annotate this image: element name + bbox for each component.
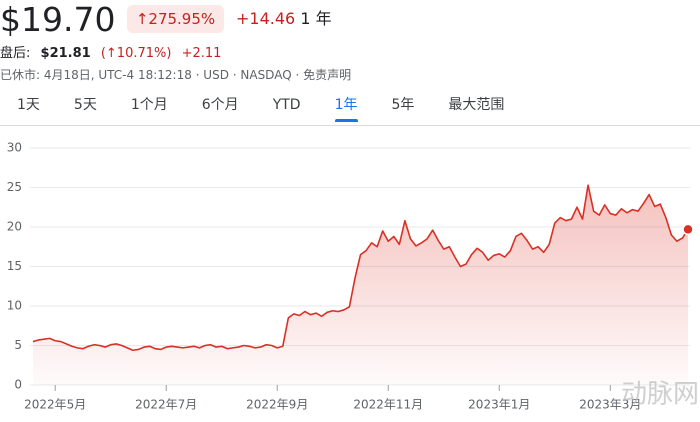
after-hours-price: $21.81 [40, 46, 91, 61]
y-tick-label: 20 [7, 220, 22, 234]
range-tab[interactable]: 1个月 [130, 97, 168, 113]
after-hours: 盘后: $21.81 (↑10.71%) +2.11 [0, 44, 227, 64]
area [33, 185, 688, 385]
status: 已休市: 4月18日, UTC-4 18:12:18 · USD · NASDA… [0, 68, 352, 82]
after-hours-pct: (↑10.71%) [100, 46, 172, 61]
last-point [682, 223, 694, 236]
change-pct: ↑275.95% [127, 5, 224, 33]
y-tick-label: 25 [7, 180, 22, 194]
x-tick-label: 2023年3月 [579, 398, 641, 412]
change: +14.46 [236, 9, 296, 28]
x-tick-label: 2022年9月 [246, 398, 308, 412]
x-tick-label: 2022年11月 [353, 398, 423, 412]
range-tab[interactable]: 5天 [73, 97, 97, 113]
y-tick-label: 30 [7, 141, 22, 155]
y-tick-label: 0 [14, 378, 22, 392]
x-tick-label: 2022年7月 [135, 398, 197, 412]
range-tab[interactable]: 1年 [318, 94, 375, 122]
after-hours-label: 盘后: [0, 46, 31, 61]
range-tabs: 1天 5天 1个月 6个月 YTD 1年 5年 最大范围 [0, 94, 521, 122]
range-tab[interactable]: 最大范围 [448, 97, 505, 113]
y-tick-label: 10 [7, 299, 22, 313]
range-tab[interactable]: 1天 [17, 97, 40, 113]
price: $19.70 [0, 0, 116, 39]
after-hours-change: +2.11 [181, 46, 222, 61]
separator [0, 125, 700, 126]
range-tab[interactable]: YTD [272, 97, 301, 113]
range-tab[interactable]: 6个月 [201, 97, 239, 113]
price-line [32, 184, 689, 352]
range-tab[interactable]: 5年 [391, 97, 415, 113]
watermark: 动脉网 [621, 380, 699, 410]
x-tick-label: 2023年1月 [468, 398, 530, 412]
chart: 0 5 10 15 20 25 30 2022年5月 2022年7月 2022年9月 2022年11… [7, 141, 699, 412]
period: 1 年 [300, 9, 332, 28]
y-tick-label: 15 [7, 259, 22, 273]
change-group: +14.46 1 年 [236, 5, 332, 33]
y-tick-label: 5 [14, 338, 22, 352]
x-tick-label: 2022年5月 [24, 398, 86, 412]
